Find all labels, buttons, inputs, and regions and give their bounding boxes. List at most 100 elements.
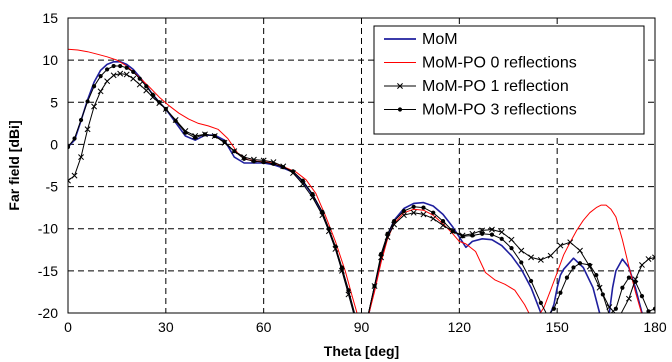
series-4-point	[421, 205, 426, 210]
series-3-point	[110, 72, 117, 79]
series-4-point	[431, 210, 436, 215]
series-layer	[68, 48, 655, 320]
series-4-point	[652, 306, 655, 311]
series-4-point	[480, 231, 485, 236]
series-4-point	[320, 209, 325, 214]
series-4-point	[571, 265, 576, 270]
series-4-point	[137, 76, 142, 81]
y-tick-label: 5	[50, 94, 58, 110]
series-4-point	[261, 160, 266, 165]
series-4-point	[91, 84, 97, 89]
series-2-line	[68, 48, 643, 313]
series-4-point	[378, 251, 384, 257]
series-3-point	[78, 154, 84, 161]
series-4-point	[111, 63, 116, 69]
series-3-point	[617, 315, 622, 320]
series-4-point	[460, 234, 465, 239]
y-tick-label: -20	[38, 305, 58, 321]
series-4-point	[290, 169, 296, 174]
series-4-line	[68, 65, 655, 313]
series-3-point	[547, 252, 554, 259]
plot-frame	[67, 17, 656, 314]
series-4-point	[281, 165, 286, 170]
series-4-point	[489, 232, 495, 237]
series-4-point	[470, 233, 475, 238]
legend-label: MoM-PO 1 reflection	[422, 78, 569, 95]
series-3-point	[537, 256, 544, 263]
series-4	[68, 63, 655, 317]
series-3-point	[508, 236, 515, 243]
series-4-point	[633, 279, 638, 284]
series-4-point	[519, 260, 524, 265]
grid-layer	[68, 18, 655, 313]
series-4-point	[577, 261, 583, 266]
series-3-point	[71, 172, 78, 179]
y-tick-label: -15	[38, 263, 58, 279]
series-4-point	[600, 292, 605, 297]
series-3-point	[378, 254, 385, 261]
x-tick-label: 180	[643, 319, 667, 335]
series-4-point	[85, 99, 90, 104]
series-3-point	[117, 70, 124, 77]
series-4-point	[440, 219, 446, 224]
series-4-point	[509, 246, 514, 251]
legend-item: MoM	[384, 31, 458, 48]
series-3-point	[488, 226, 495, 233]
series-4-point	[564, 275, 570, 280]
legend-item: MoM-PO 0 reflections	[384, 55, 577, 72]
series-4-point	[528, 278, 534, 284]
series-4-point	[326, 226, 331, 231]
series-3-point	[567, 239, 574, 246]
series-4-point	[587, 262, 592, 268]
series-3-point	[518, 247, 525, 254]
series-4-point	[232, 149, 237, 154]
series-3-point	[391, 221, 398, 228]
series-4-point	[346, 288, 351, 293]
series-4-point	[411, 204, 416, 209]
series-4-point	[124, 65, 129, 70]
series-4-point	[333, 244, 338, 249]
series-2	[68, 48, 643, 313]
series-4-point	[193, 135, 198, 140]
series-4-point	[212, 133, 217, 139]
legend-item: MoM-PO 3 reflections	[384, 102, 577, 119]
series-4-point	[118, 63, 123, 69]
series-4-point	[157, 100, 162, 105]
series-3-point	[639, 262, 645, 268]
series-3-point	[130, 75, 137, 82]
series-4-point	[366, 313, 370, 317]
series-4-point	[551, 306, 557, 311]
series-4-point	[144, 84, 149, 89]
series-3-point	[123, 71, 130, 78]
series-4-point	[222, 139, 227, 144]
series-3-point	[528, 254, 535, 261]
series-3-point	[479, 227, 486, 234]
series-3-point	[420, 211, 427, 218]
series-4-point	[401, 208, 406, 214]
y-axis-title: Far field [dBi]	[6, 120, 22, 210]
series-4-point	[68, 144, 71, 150]
series-3-point	[410, 209, 417, 216]
legend-item: MoM-PO 1 reflection	[384, 78, 569, 95]
y-tick-label: -5	[46, 179, 59, 195]
y-tick-label: 0	[50, 136, 58, 152]
series-4-point	[131, 69, 136, 75]
series-4-point	[339, 265, 345, 270]
x-tick-label: 120	[448, 319, 472, 335]
series-4-point	[72, 136, 77, 141]
series-3-point	[365, 312, 371, 313]
series-4-point	[105, 67, 110, 72]
series-3-point	[645, 256, 652, 263]
series-4-point	[594, 272, 599, 278]
series-3-point	[557, 242, 564, 249]
series-3-point	[625, 295, 632, 302]
x-tick-label: 0	[64, 319, 72, 335]
series-3-point	[309, 194, 316, 201]
legend-label: MoM-PO 0 reflections	[422, 55, 577, 72]
series-4-point	[150, 92, 155, 97]
series-4-point	[545, 313, 549, 317]
series-4-point	[639, 294, 645, 299]
series-4-point	[385, 231, 390, 236]
series-4-point	[202, 132, 208, 137]
